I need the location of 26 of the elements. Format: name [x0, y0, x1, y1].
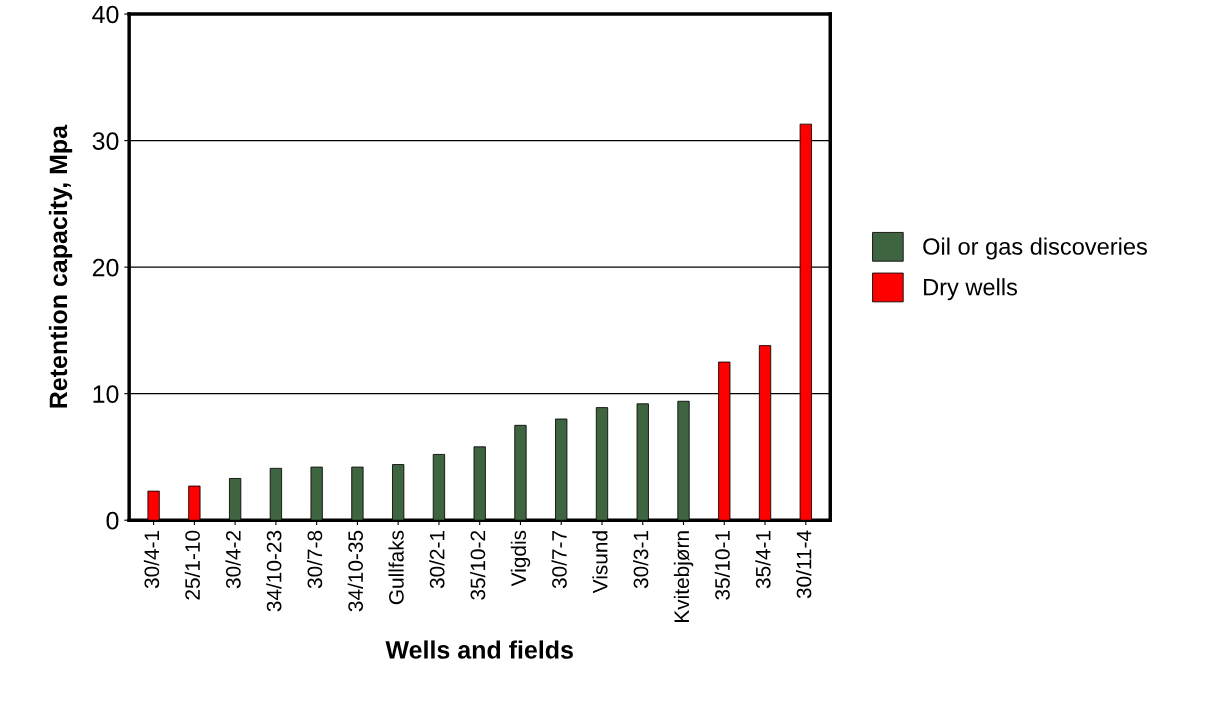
legend-label: Oil or gas discoveries	[923, 237, 1147, 260]
y-tick-label: 0	[106, 511, 119, 530]
x-tick-label: Kvitebjørn	[673, 531, 694, 623]
x-axis-title: Wells and fields	[385, 640, 573, 659]
y-tick-label: 10	[93, 385, 119, 403]
x-tick-label: 35/10-2	[469, 530, 486, 600]
x-tick-label: 34/10-23	[266, 530, 282, 612]
x-tick-label: 30/2-1	[429, 530, 445, 589]
x-tick-label: Vigdis	[510, 530, 531, 587]
x-tick-label: 25/1-10	[184, 530, 200, 600]
x-tick-label: 30/3-1	[633, 530, 649, 589]
y-axis-title: Retention capacity, Mpa	[48, 124, 73, 408]
x-tick-label: 30/7-7	[551, 530, 567, 589]
y-tick-label: 20	[92, 258, 119, 277]
y-tick-label: 30	[92, 132, 119, 150]
x-tick-label: Gullfaks	[388, 530, 404, 605]
x-tick-label: 30/7-8	[306, 530, 323, 589]
x-tick-label: 35/10-1	[714, 530, 730, 600]
x-tick-label: 35/4-1	[755, 530, 771, 589]
x-tick-label: 30/11-4	[796, 530, 812, 599]
x-tick-label: 30/4-2	[225, 530, 241, 589]
x-tick-label: 30/4-1	[143, 530, 160, 589]
x-tick-label: 34/10-35	[347, 530, 364, 612]
legend-label: Dry wells	[924, 278, 1018, 301]
y-tick-label: 40	[92, 5, 119, 24]
x-tick-label: Visund	[592, 531, 608, 594]
